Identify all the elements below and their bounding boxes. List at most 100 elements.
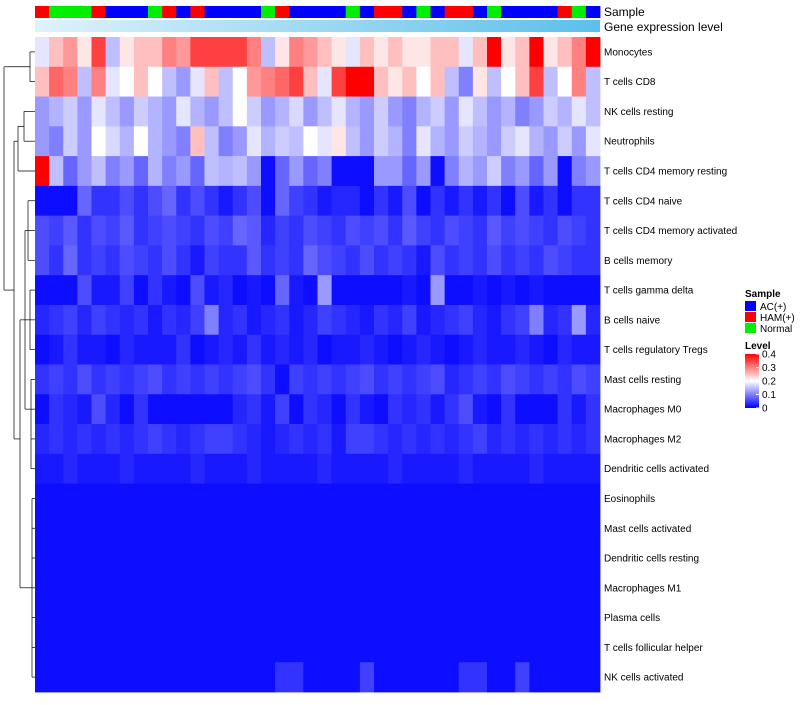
row-label: T cells follicular helper (604, 643, 703, 654)
heatmap-cell (218, 662, 234, 693)
heatmap-cell (303, 245, 318, 276)
heatmap-cell (246, 275, 262, 306)
row-label: Macrophages M0 (604, 405, 682, 416)
heatmap-cell (232, 424, 248, 455)
heatmap-cell (289, 185, 304, 217)
heatmap-cell (472, 424, 488, 455)
row-label: Dendritic cells resting (604, 554, 699, 565)
heatmap-cell (77, 513, 92, 544)
heatmap-cell (557, 453, 573, 484)
heatmap-cell (204, 215, 220, 246)
heatmap-cell (246, 513, 262, 544)
sample-annotation-cell (543, 6, 559, 18)
heatmap-cell (148, 602, 163, 633)
level-tick-label: 0 (762, 404, 768, 415)
heatmap-cell (218, 453, 234, 484)
heatmap-cell (487, 483, 502, 514)
heatmap-cell (501, 245, 516, 276)
heatmap-cell (133, 572, 149, 604)
heatmap-cell (303, 364, 318, 395)
sample-annotation-cell (133, 6, 149, 18)
heatmap-cell (571, 185, 587, 217)
heatmap-cell (501, 185, 516, 217)
heatmap-cell (515, 334, 530, 365)
heatmap-cell (289, 662, 304, 693)
heatmap-cell (571, 483, 587, 514)
heatmap-cell (63, 424, 78, 455)
heatmap-cell (388, 126, 403, 157)
heatmap-cell (303, 334, 318, 365)
heatmap-cell (345, 215, 361, 246)
heatmap-cell (176, 275, 191, 306)
heatmap-cell (515, 215, 530, 246)
heatmap-cell (105, 66, 121, 97)
heatmap-cell (388, 394, 403, 425)
heatmap-cell (529, 662, 544, 693)
heatmap-cell (63, 245, 78, 276)
heatmap-cell (133, 96, 149, 127)
row-label: NK cells resting (604, 107, 673, 118)
heatmap-cell (261, 572, 276, 604)
heatmap-cell (77, 453, 92, 484)
heatmap-cell (303, 394, 318, 425)
heatmap-cell (49, 304, 64, 336)
heatmap-cell (162, 245, 177, 276)
heatmap-cell (501, 483, 516, 514)
heatmap-cell (374, 245, 389, 276)
sample-annotation-cell (119, 6, 135, 18)
heatmap-cell (416, 424, 431, 455)
heatmap-cell (91, 245, 107, 276)
heatmap-cell (133, 483, 149, 514)
heatmap-cell (444, 543, 460, 574)
heatmap-cell (105, 215, 121, 246)
heatmap-cell (529, 394, 544, 425)
heatmap-cell (317, 572, 333, 604)
heatmap-cell (176, 215, 191, 246)
heatmap-cell (359, 66, 375, 97)
heatmap-cell (515, 185, 530, 217)
sample-annotation-cell (402, 6, 417, 18)
heatmap-cell (515, 513, 530, 544)
heatmap-cell (77, 215, 92, 246)
heatmap-cell (529, 513, 544, 544)
heatmap-cell (35, 364, 50, 395)
heatmap-cell (402, 245, 417, 276)
heatmap-cell (402, 96, 417, 127)
heatmap-cell (515, 662, 530, 693)
heatmap-cell (515, 275, 530, 306)
sample-annotation-cell (204, 6, 220, 18)
heatmap-cell (91, 37, 107, 68)
heatmap-cell (444, 66, 460, 97)
heatmap-cell (585, 66, 601, 97)
heatmap-cell (515, 543, 530, 574)
heatmap-cell (303, 572, 318, 604)
heatmap-cell (204, 275, 220, 306)
heatmap-cell (133, 126, 149, 157)
heatmap-cell (77, 572, 92, 604)
heatmap-cell (359, 185, 375, 217)
heatmap-cell (374, 215, 389, 246)
row-label: T cells CD4 memory activated (604, 226, 737, 237)
heatmap-cell (77, 662, 92, 693)
heatmap-cell (218, 513, 234, 544)
heatmap-cell (246, 543, 262, 574)
heatmap-cell (458, 245, 474, 276)
heatmap-cell (204, 662, 220, 693)
heatmap-cell (176, 304, 191, 336)
sample-annotation-cell (501, 6, 516, 18)
heatmap-cell (374, 37, 389, 68)
heatmap-cell (289, 424, 304, 455)
heatmap-cell (430, 453, 446, 484)
heatmap-cell (458, 394, 474, 425)
heatmap-cell (204, 543, 220, 574)
heatmap-cell (529, 185, 544, 217)
heatmap-cell (133, 37, 149, 68)
heatmap-cell (345, 185, 361, 217)
heatmap-cell (402, 215, 417, 246)
heatmap-cell (49, 275, 64, 306)
heatmap-cell (218, 66, 234, 97)
heatmap-cell (458, 96, 474, 127)
sample-annotation-cell (261, 6, 276, 18)
heatmap-cell (458, 156, 474, 187)
heatmap-cell (289, 66, 304, 97)
